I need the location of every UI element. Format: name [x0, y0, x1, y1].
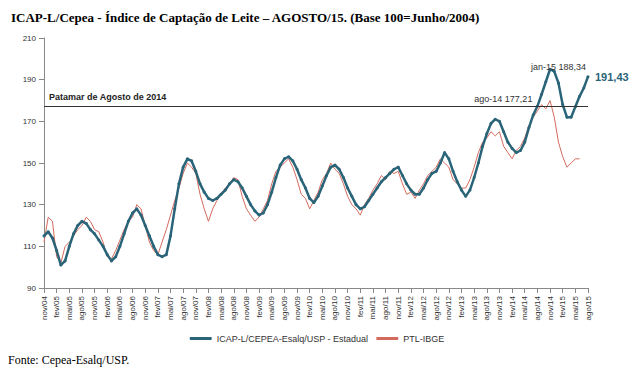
- svg-text:Patamar de Agosto de 2014: Patamar de Agosto de 2014: [49, 92, 166, 102]
- svg-text:PTL-IBGE: PTL-IBGE: [403, 334, 444, 344]
- svg-text:170: 170: [23, 117, 37, 126]
- svg-text:nov/07: nov/07: [191, 295, 200, 320]
- svg-text:ago/10: ago/10: [330, 295, 339, 320]
- svg-text:ago/06: ago/06: [128, 295, 137, 320]
- svg-text:nov/09: nov/09: [293, 295, 302, 320]
- svg-text:nov/06: nov/06: [141, 295, 150, 320]
- svg-text:ICAP-L/Cepea - Índice de Capta: ICAP-L/Cepea - Índice de Captação de Lei…: [11, 10, 479, 25]
- svg-text:mai/12: mai/12: [419, 295, 428, 320]
- svg-text:130: 130: [23, 200, 37, 209]
- svg-text:ago/08: ago/08: [229, 295, 238, 320]
- svg-text:110: 110: [23, 242, 36, 251]
- svg-text:nov/12: nov/12: [444, 295, 453, 320]
- svg-text:nov/11: nov/11: [394, 295, 403, 319]
- svg-text:ago/14: ago/14: [533, 295, 542, 320]
- svg-text:ICAP-L/CEPEA-Esalq/USP - Estad: ICAP-L/CEPEA-Esalq/USP - Estadual: [217, 334, 368, 344]
- svg-text:fev/15: fev/15: [558, 295, 567, 317]
- svg-text:nov/05: nov/05: [90, 295, 99, 320]
- svg-text:ago/12: ago/12: [432, 295, 441, 320]
- svg-text:Fonte: Cepea-Esalq/USP.: Fonte: Cepea-Esalq/USP.: [8, 353, 129, 367]
- svg-text:ago/13: ago/13: [482, 295, 491, 320]
- svg-text:210: 210: [23, 34, 37, 43]
- svg-text:nov/04: nov/04: [40, 295, 49, 320]
- svg-text:fev/09: fev/09: [255, 295, 264, 317]
- svg-text:mai/14: mai/14: [520, 295, 529, 320]
- svg-text:fev/11: fev/11: [356, 295, 365, 317]
- svg-text:fev/10: fev/10: [305, 295, 314, 317]
- svg-text:mai/15: mai/15: [571, 295, 580, 320]
- svg-text:ago/09: ago/09: [280, 295, 289, 320]
- svg-text:90: 90: [27, 284, 36, 293]
- svg-text:nov/08: nov/08: [242, 295, 251, 320]
- svg-text:150: 150: [23, 159, 37, 168]
- svg-text:fev/12: fev/12: [406, 295, 415, 317]
- svg-text:fev/13: fev/13: [457, 295, 466, 317]
- svg-text:ago/11: ago/11: [381, 295, 390, 319]
- svg-text:mai/13: mai/13: [470, 295, 479, 320]
- svg-text:nov/14: nov/14: [546, 295, 555, 320]
- svg-text:191,43: 191,43: [595, 71, 629, 83]
- svg-text:fev/05: fev/05: [52, 295, 61, 317]
- svg-text:ago/07: ago/07: [179, 295, 188, 320]
- svg-text:fev/08: fev/08: [204, 295, 213, 317]
- svg-text:jan-15 188,34: jan-15 188,34: [530, 62, 586, 72]
- svg-text:mai/09: mai/09: [267, 295, 276, 320]
- svg-text:mai/11: mai/11: [368, 295, 377, 319]
- svg-text:mai/05: mai/05: [65, 295, 74, 320]
- svg-text:nov/10: nov/10: [343, 295, 352, 320]
- svg-text:fev/07: fev/07: [153, 295, 162, 317]
- svg-text:ago/05: ago/05: [77, 295, 86, 320]
- svg-text:190: 190: [23, 75, 37, 84]
- svg-text:mai/07: mai/07: [166, 295, 175, 320]
- svg-text:mai/10: mai/10: [318, 295, 327, 320]
- svg-text:mai/06: mai/06: [115, 295, 124, 320]
- svg-text:nov/13: nov/13: [495, 295, 504, 320]
- svg-text:mai/08: mai/08: [217, 295, 226, 320]
- svg-text:ago/15: ago/15: [584, 295, 593, 320]
- svg-text:fev/06: fev/06: [103, 295, 112, 317]
- svg-text:fev/14: fev/14: [508, 295, 517, 317]
- svg-text:ago-14 177,21: ago-14 177,21: [474, 94, 532, 104]
